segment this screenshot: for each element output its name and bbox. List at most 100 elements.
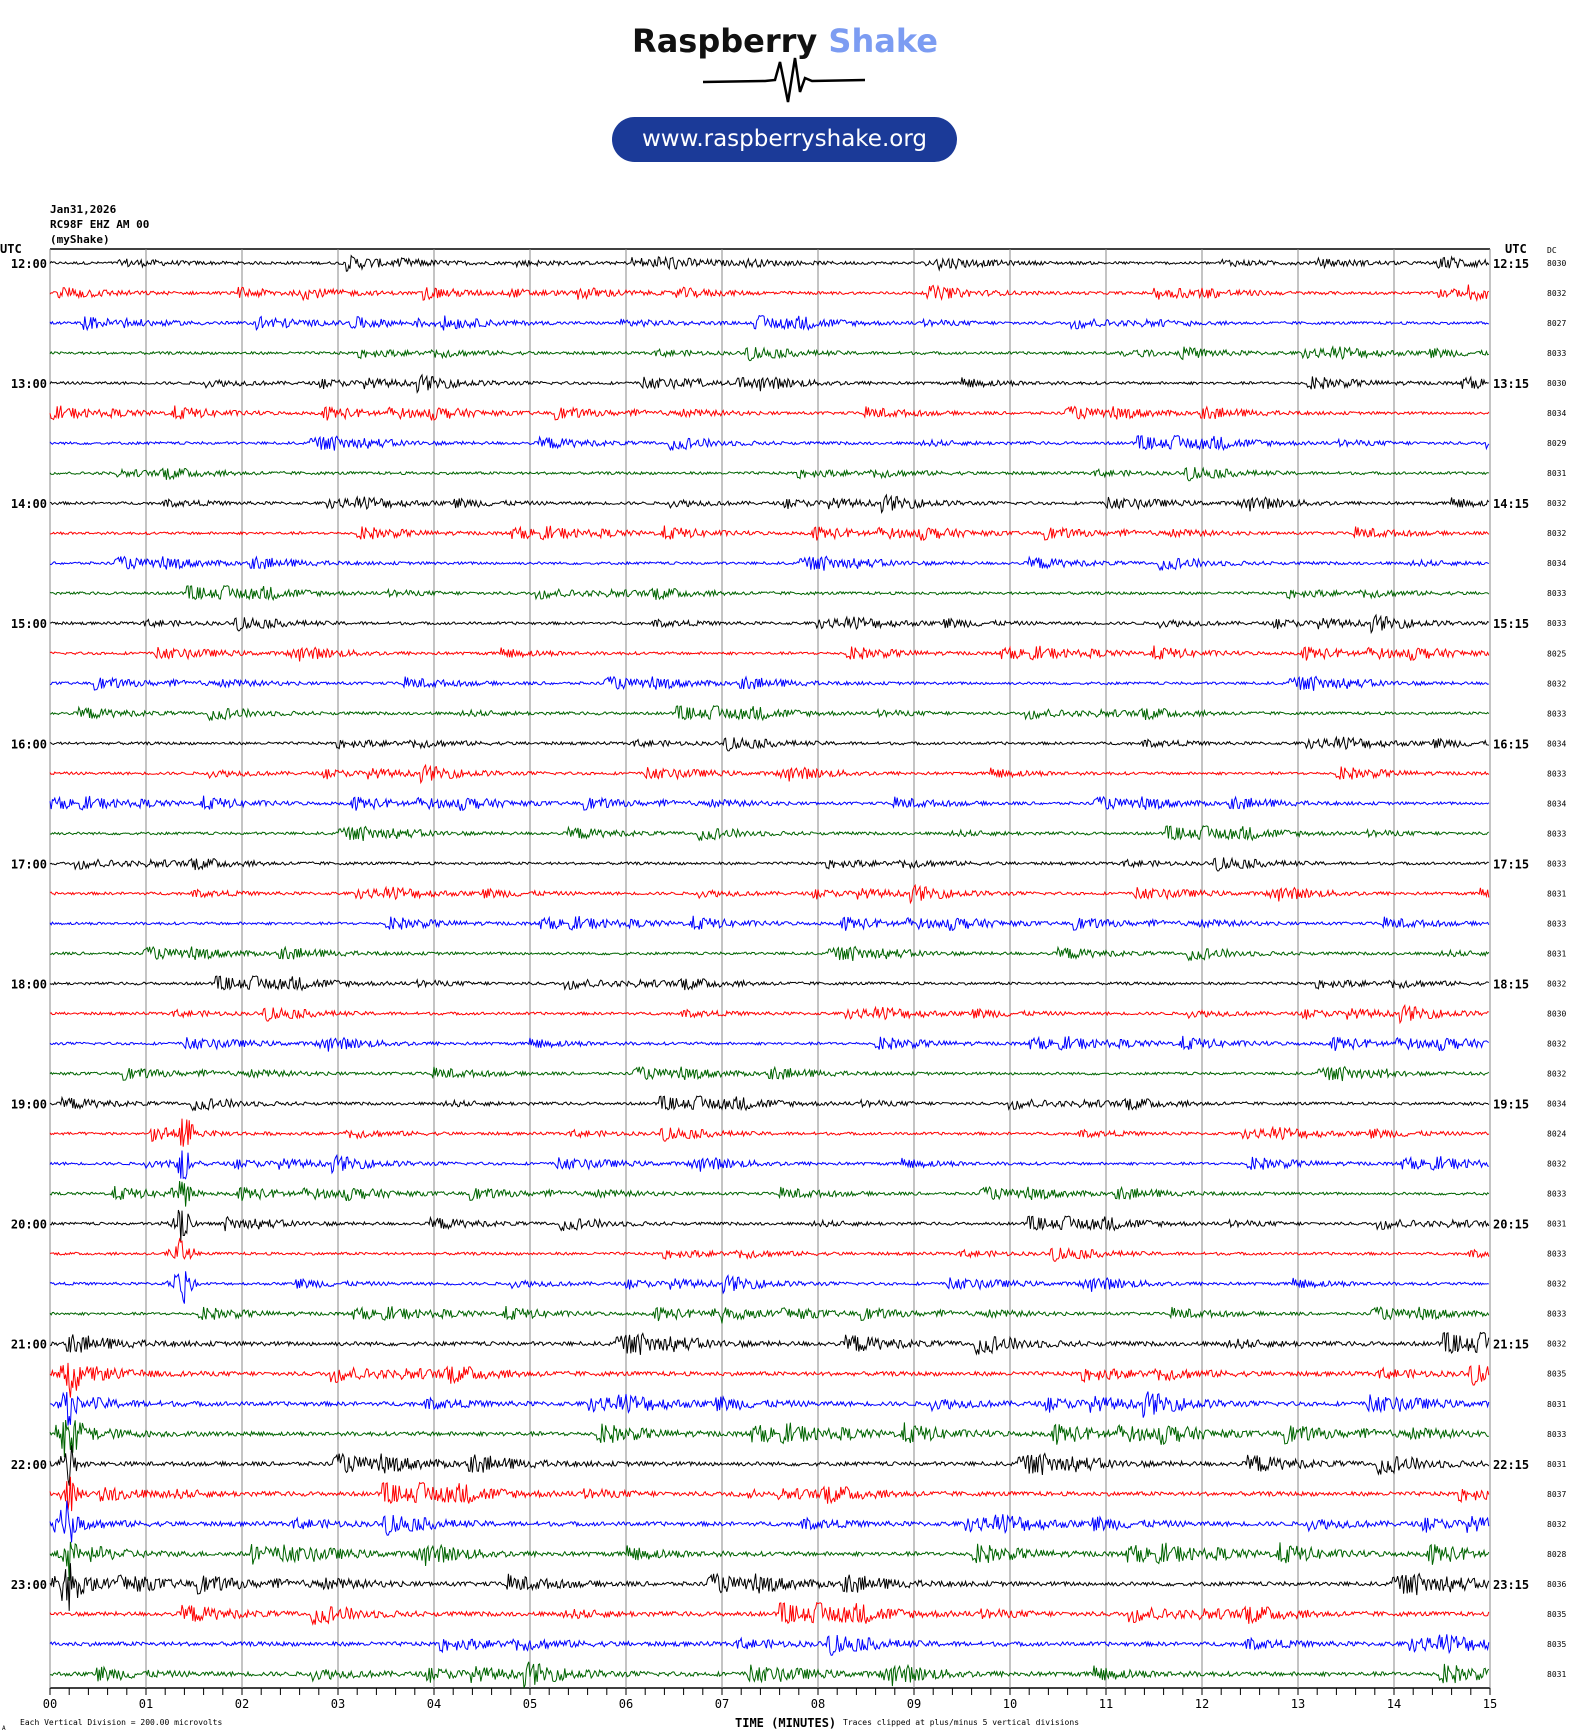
trace-line <box>49 1003 1489 1025</box>
dc-value: 8029 <box>1547 439 1566 448</box>
trace-line <box>49 1150 1489 1180</box>
x-tick-label: 00 <box>43 1697 57 1711</box>
trace-line <box>49 585 1490 602</box>
x-tick-label: 02 <box>235 1697 249 1711</box>
trace-line <box>49 493 1490 514</box>
right-hour-label: 15:15 <box>1493 617 1529 631</box>
trace-line <box>49 314 1489 332</box>
dc-value: 8037 <box>1547 1490 1566 1499</box>
trace-line <box>49 613 1490 635</box>
dc-value: 8032 <box>1547 979 1566 988</box>
x-tick-label: 05 <box>523 1697 537 1711</box>
left-hour-label: 12:00 <box>11 257 47 271</box>
x-tick-label: 11 <box>1099 1697 1113 1711</box>
trace-line <box>49 1661 1490 1688</box>
dc-value: 8033 <box>1547 769 1566 778</box>
dc-value: 8031 <box>1547 469 1566 478</box>
dc-value: 8036 <box>1547 1580 1566 1589</box>
dc-value: 8031 <box>1547 889 1566 898</box>
right-hour-label: 16:15 <box>1493 737 1529 751</box>
trace-line <box>49 434 1490 452</box>
dc-value: 8033 <box>1547 589 1566 598</box>
right-hour-label: 18:15 <box>1493 977 1529 991</box>
dc-value: 8032 <box>1547 1520 1566 1529</box>
x-tick-label: 10 <box>1003 1697 1017 1711</box>
right-hour-label: 23:15 <box>1493 1578 1529 1592</box>
dc-value: 8035 <box>1547 1370 1566 1379</box>
right-hour-label: 12:15 <box>1493 257 1529 271</box>
dc-value: 8033 <box>1547 859 1566 868</box>
dc-value: 8033 <box>1547 829 1566 838</box>
trace-line <box>50 1391 1490 1426</box>
dc-value: 8032 <box>1547 1280 1566 1289</box>
dc-value: 8030 <box>1547 259 1566 268</box>
dc-value: 8033 <box>1547 919 1566 928</box>
dc-value: 8032 <box>1547 679 1566 688</box>
labels: 00 01 02 03 04 05 06 07 08 09 10 11 12 13 14 15 8030 12:0… <box>11 257 1567 1711</box>
trace-line <box>49 915 1490 932</box>
trace-line <box>49 373 1489 394</box>
x-tick-label: 08 <box>811 1697 825 1711</box>
date-label: Jan31,2026 <box>50 203 117 216</box>
trace-line <box>49 975 1490 992</box>
dc-value: 8032 <box>1547 529 1566 538</box>
trace-line <box>49 1634 1490 1656</box>
trace-line <box>49 1445 1490 1486</box>
trace-line <box>49 1563 1490 1611</box>
trace-line <box>49 1476 1490 1512</box>
network-label: (myShake) <box>50 233 110 246</box>
trace-line <box>49 675 1489 691</box>
trace-line <box>49 1118 1490 1147</box>
trace-line <box>49 525 1490 541</box>
dc-value: 8031 <box>1547 949 1566 958</box>
trace-line <box>49 555 1490 572</box>
website-link[interactable]: www.raspberryshake.org <box>612 117 957 162</box>
dc-value: 8033 <box>1547 709 1566 718</box>
dc-value: 8032 <box>1547 1340 1566 1349</box>
corner-mark: A <box>2 1725 6 1732</box>
dc-value: 8030 <box>1547 1010 1566 1019</box>
x-tick-label: 01 <box>139 1697 153 1711</box>
left-hour-label: 21:00 <box>11 1338 47 1352</box>
trace-line <box>49 1180 1490 1207</box>
clip-note: Traces clipped at plus/minus 5 vertical … <box>843 1718 1079 1727</box>
right-hour-label: 14:15 <box>1493 497 1529 511</box>
right-hour-label: 17:15 <box>1493 857 1529 871</box>
left-utc-title: UTC <box>0 242 22 256</box>
right-hour-label: 13:15 <box>1493 377 1529 391</box>
trace-line <box>49 345 1489 362</box>
station-label: RC98F EHZ AM 00 <box>50 218 150 231</box>
dc-value: 8033 <box>1547 1250 1566 1259</box>
left-hour-label: 17:00 <box>11 857 47 871</box>
dc-value: 8034 <box>1547 1100 1566 1109</box>
x-tick-label: 13 <box>1291 1697 1305 1711</box>
dc-value: 8032 <box>1547 289 1566 298</box>
dc-value: 8033 <box>1547 1430 1566 1439</box>
left-hour-label: 23:00 <box>11 1578 47 1592</box>
right-utc-title: UTC <box>1505 242 1527 256</box>
trace-line <box>49 1035 1490 1052</box>
dc-value: 8030 <box>1547 379 1566 388</box>
trace-line <box>49 1237 1490 1262</box>
trace-line <box>49 1601 1490 1626</box>
trace-line <box>49 1541 1490 1581</box>
right-hour-label: 22:15 <box>1493 1458 1529 1472</box>
trace-line <box>49 1362 1490 1398</box>
left-hour-label: 18:00 <box>11 977 47 991</box>
trace-line <box>49 1419 1489 1458</box>
trace-line <box>49 284 1490 303</box>
trace-line <box>49 254 1490 272</box>
dc-value: 8031 <box>1547 1220 1566 1229</box>
trace-line <box>49 735 1489 752</box>
trace-line <box>49 856 1489 872</box>
trace-line <box>49 1331 1490 1356</box>
x-tick-label: 15 <box>1483 1697 1497 1711</box>
dc-value: 8027 <box>1547 319 1566 328</box>
x-tick-label: 06 <box>619 1697 633 1711</box>
trace-line <box>49 763 1490 785</box>
trace-line <box>49 1271 1489 1304</box>
x-tick-label: 04 <box>427 1697 441 1711</box>
dc-value: 8033 <box>1547 349 1566 358</box>
dc-value: 8032 <box>1547 499 1566 508</box>
